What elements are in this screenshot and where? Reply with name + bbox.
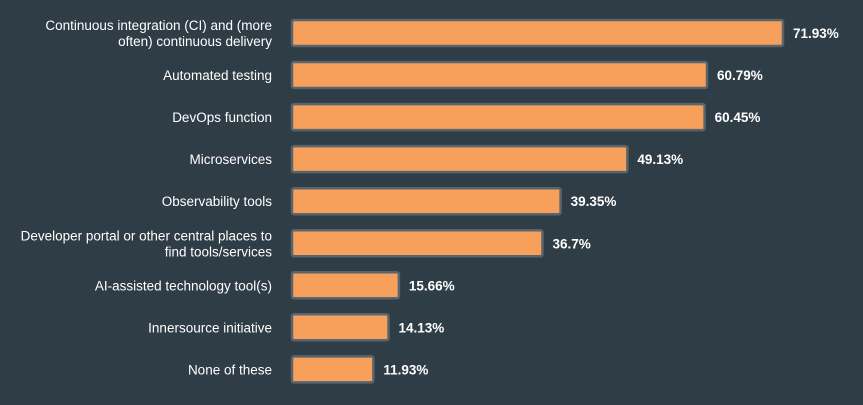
- value-labels: 71.93% 60.79% 60.45% 49.13% 39.35% 36.7% 15.66…: [383, 26, 838, 377]
- bar-3: [290, 144, 629, 174]
- category-label-6-line-0: AI-assisted technology tool(s): [95, 278, 272, 293]
- category-label-2-line-0: DevOps function: [172, 110, 272, 125]
- value-label-2: 60.45%: [715, 110, 761, 125]
- category-label-1-line-0: Automated testing: [163, 68, 272, 83]
- category-label-5: Developer portal or other central places…: [21, 228, 273, 259]
- category-label-7: Innersource initiative: [148, 320, 272, 335]
- value-label-8: 11.93%: [383, 362, 428, 377]
- category-label-0-line-0: Continuous integration (CI) and (more: [45, 18, 272, 33]
- bar-0: [290, 18, 785, 48]
- bar-6: [290, 271, 401, 300]
- category-labels: Continuous integration (CI) and (more oft…: [21, 18, 273, 377]
- bar-4: [290, 186, 562, 216]
- value-label-1: 60.79%: [717, 68, 763, 83]
- category-label-0: Continuous integration (CI) and (more oft…: [45, 18, 272, 49]
- bar-5: [290, 229, 544, 258]
- value-label-0: 71.93%: [793, 26, 839, 41]
- value-label-3: 49.13%: [637, 152, 683, 167]
- bar-7: [290, 313, 390, 342]
- bar-8: [290, 355, 375, 384]
- category-label-2: DevOps function: [172, 110, 272, 125]
- category-label-5-line-0: Developer portal or other central places…: [21, 228, 272, 243]
- category-label-8: None of these: [188, 362, 272, 377]
- value-label-6: 15.66%: [409, 278, 455, 293]
- category-label-5-line-1: find tools/services: [165, 244, 273, 259]
- category-label-6: AI-assisted technology tool(s): [95, 278, 272, 293]
- category-label-4-line-0: Observability tools: [162, 194, 273, 209]
- bar-2: [290, 102, 706, 132]
- category-label-4: Observability tools: [162, 194, 273, 209]
- bars: [290, 18, 785, 384]
- category-label-7-line-0: Innersource initiative: [148, 320, 272, 335]
- category-label-8-line-0: None of these: [188, 362, 272, 377]
- category-label-3-line-0: Microservices: [189, 152, 272, 167]
- value-label-4: 39.35%: [571, 194, 617, 209]
- category-label-3: Microservices: [189, 152, 272, 167]
- category-label-1: Automated testing: [163, 68, 272, 83]
- value-label-7: 14.13%: [399, 320, 445, 335]
- category-label-0-line-1: often) continuous delivery: [118, 34, 272, 49]
- value-label-5: 36.7%: [553, 236, 591, 251]
- bar-1: [290, 60, 709, 90]
